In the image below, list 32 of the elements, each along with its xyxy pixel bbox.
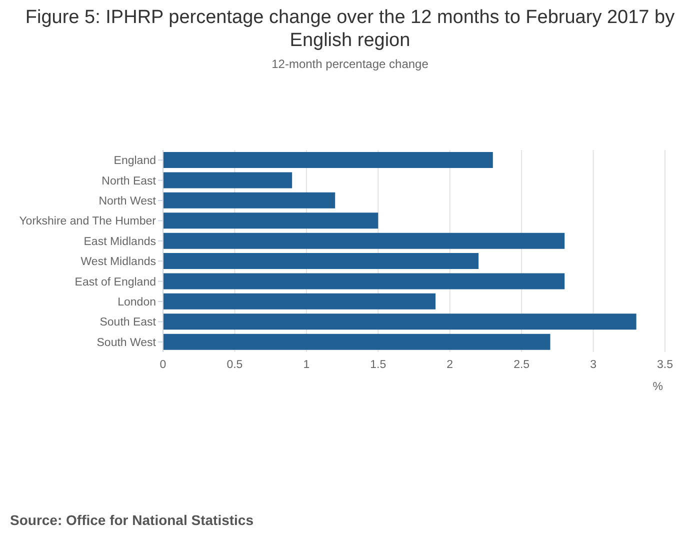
- y-tick-label: England: [114, 155, 156, 168]
- source-note: Source: Office for National Statistics: [10, 512, 254, 528]
- bar: [163, 273, 565, 290]
- x-tick-label: 1: [303, 359, 310, 372]
- y-tick-label: Yorkshire and The Humber: [19, 216, 156, 228]
- x-tick-label: 0.5: [226, 359, 243, 372]
- bar: [163, 314, 636, 330]
- y-tick-label: South West: [96, 336, 157, 349]
- x-tick-label: 2.5: [514, 359, 530, 372]
- y-tick-label: London: [118, 296, 156, 309]
- x-tick-label: 3: [590, 359, 596, 372]
- y-tick-label: North West: [98, 196, 157, 208]
- bar: [163, 172, 292, 188]
- x-tick-label: 3.5: [657, 359, 673, 372]
- bar: [163, 232, 565, 249]
- y-tick-label: East Midlands: [84, 236, 156, 248]
- x-tick-label: 1.5: [370, 359, 386, 372]
- y-tick-label: North East: [102, 175, 157, 188]
- bar: [163, 334, 550, 350]
- x-axis-title: %: [652, 381, 663, 393]
- bar: [163, 212, 378, 229]
- y-tick-label: East of England: [74, 276, 156, 288]
- bar: [163, 192, 336, 208]
- chart-title: Figure 5: IPHRP percentage change over the 12 months to February 2017 by English region: [24, 6, 676, 52]
- bar: [163, 253, 479, 270]
- x-tick-label: 2: [446, 359, 454, 372]
- bar: [163, 152, 493, 168]
- y-tick-label: South East: [100, 316, 157, 329]
- x-tick-label: 0: [160, 359, 166, 372]
- y-tick-label: West Midlands: [80, 256, 156, 268]
- bar: [163, 293, 436, 310]
- chart-subtitle: 12-month percentage change: [270, 57, 430, 71]
